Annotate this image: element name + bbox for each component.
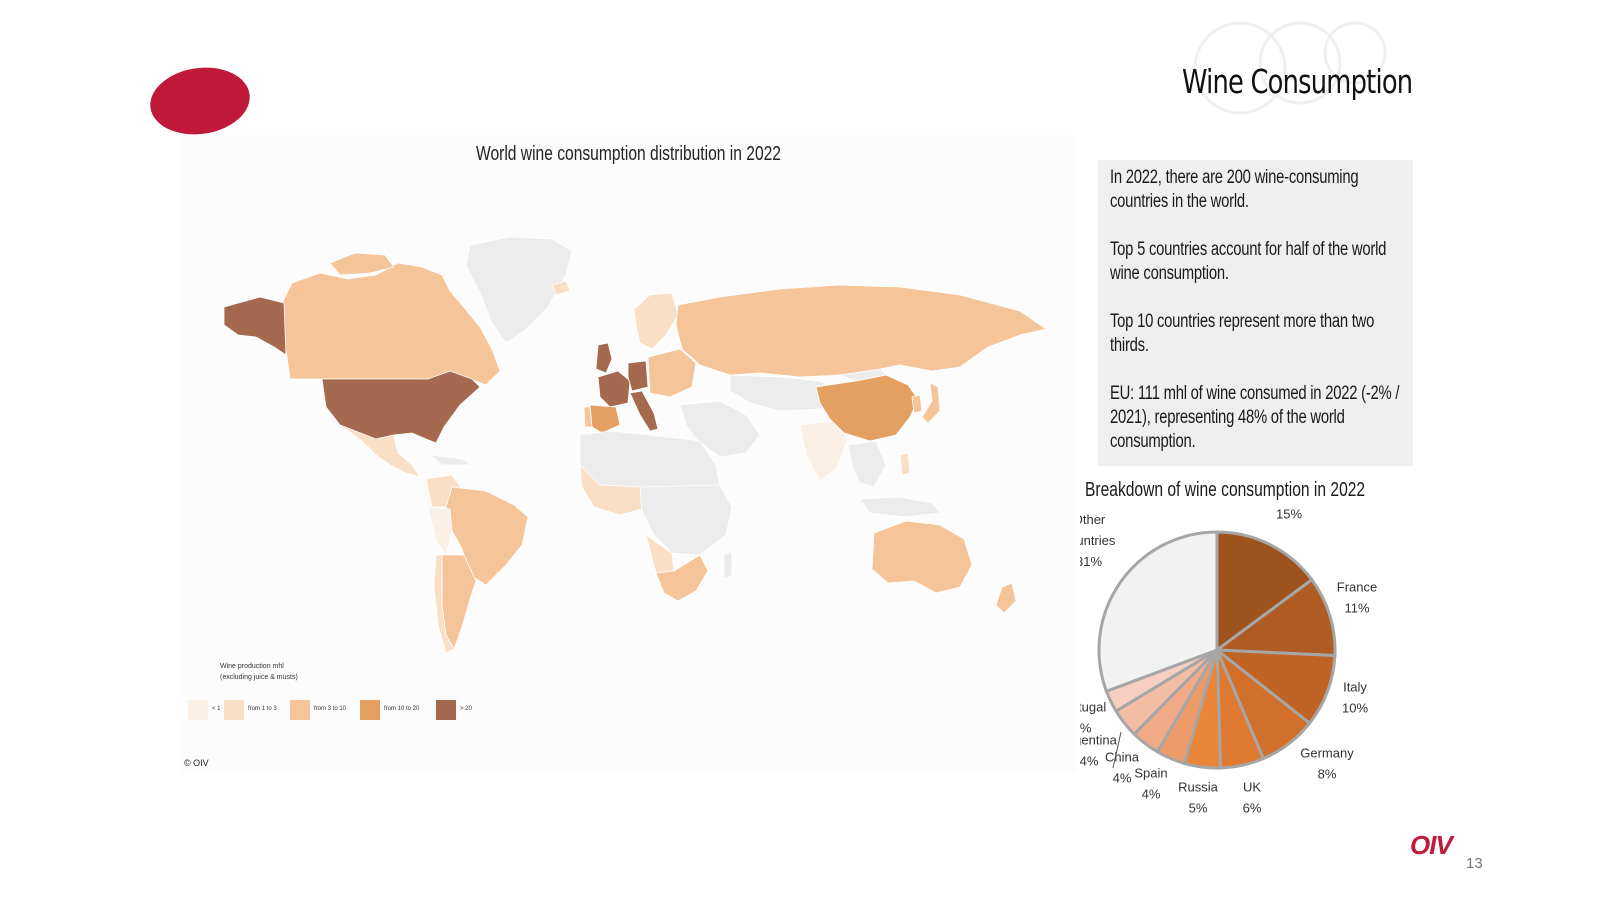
pie-category-label: countries [1080,533,1116,548]
map-copyright: © OIV [184,758,209,768]
pie-value-label: 4% [1080,754,1099,769]
pie-category-label: Italy [1343,680,1367,695]
map-region-italy [629,390,659,432]
pie-value-label: 8% [1318,767,1337,782]
map-region-mongolia [838,368,887,382]
key-facts-box: In 2022, there are 200 wine-consuming co… [1098,160,1413,466]
pie-value-label: 31% [1080,554,1102,569]
map-region-indonesia [859,496,941,518]
map-region-france [597,370,631,408]
watermark-logo [1193,21,1387,115]
map-region-central-asia [729,374,841,412]
pie-category-label: Russia [1178,780,1219,795]
fact-eu: EU: 111 mhl of wine consumed in 2022 (-2… [1110,383,1400,452]
pie-value-label: 11% [1344,601,1369,616]
pie-category-label: China [1105,750,1140,765]
oiv-emblem-logo [145,61,255,141]
map-region-germany [627,360,649,392]
pie-category-label: Portugal [1080,700,1106,715]
pie-category-label: USA [1276,500,1303,501]
slide-title: Wine Consumption [1181,62,1413,101]
legend-swatch [360,700,380,720]
map-region-eastern-europe [647,348,697,398]
legend-label: from 1 to 3 [248,706,277,712]
fact-top5: Top 5 countries account for half of the … [1110,239,1387,284]
legend-swatch [436,700,456,720]
map-region-iceland [551,280,571,296]
pie-value-label: 6% [1243,801,1262,816]
map-region-korea [911,394,923,414]
map-region-japan [921,382,941,424]
map-region-alaska [223,296,287,356]
map-region-canada-islands [329,252,395,276]
world-map-panel: World wine consumption distribution in 2… [180,135,1077,773]
map-region-caribbean [428,454,474,466]
legend-swatch [224,700,244,720]
pie-value-label: 15% [1276,507,1302,522]
pie-category-label: Germany [1300,746,1354,761]
map-region-canada [281,262,501,386]
map-region-peru [427,506,453,556]
map-region-south-africa [655,554,709,602]
map-region-uk [595,342,613,374]
map-region-scandinavia [633,292,679,350]
pie-category-label: Argentina [1080,733,1118,748]
legend-swatch [188,700,208,720]
legend-label: from 3 to 10 [314,706,347,712]
map-region-mexico [339,424,421,478]
pie-value-label: 3% [1080,721,1092,736]
pie-category-label: Spain [1134,766,1167,781]
pie-chart-title: Breakdown of wine consumption in 2022 [1085,479,1366,501]
legend-label: from 10 to 20 [384,706,420,712]
pie-value-label: 4% [1142,787,1161,802]
map-region-philippines [899,452,911,476]
legend-title: Wine production mhl (excluding juice & m… [220,663,298,681]
map-region-argentina [441,554,477,650]
fact-countries: In 2022, there are 200 wine-consuming co… [1110,167,1359,212]
map-region-spain [589,404,621,434]
map-region-australia [871,520,973,594]
pie-slice-other-countries [1097,530,1219,694]
map-region-new-zealand [995,582,1017,614]
pie-leader-line [1112,731,1122,769]
map-legend: < 1 from 1 to 3 from 3 to 10 from 10 to … [188,700,518,722]
map-title: World wine consumption distribution in 2… [476,143,781,165]
pie-value-label: 4% [1113,771,1132,786]
page-number: 13 [1466,855,1483,872]
pie-value-label: 10% [1342,701,1368,716]
pie-slice-france [1212,577,1337,658]
map-region-usa [321,370,481,444]
oiv-text-logo: OIV [1410,830,1453,860]
pie-slice-usa [1215,530,1314,653]
map-region-madagascar [723,550,733,580]
pie-category-label: Other [1080,512,1106,527]
legend-swatch [290,700,310,720]
map-region-chile [433,554,455,654]
map-region-se-asia [847,440,887,488]
pie-chart: USA 15% France 11% Italy 10% Germany 8% UK 6% Russ… [1080,500,1377,816]
pie-value-label: 5% [1189,801,1208,816]
map-region-portugal [583,406,593,428]
world-map [223,236,1047,654]
map-region-middle-east [679,400,761,458]
pie-category-label: France [1337,580,1377,595]
pie-category-label: UK [1243,780,1261,795]
map-region-west-africa [579,463,643,516]
fact-top10: Top 10 countries represent more than two… [1110,311,1375,356]
legend-label: > 20 [460,706,472,712]
map-region-russia [675,284,1047,378]
legend-label: < 1 [212,706,221,712]
map-region-greenland [465,236,573,344]
